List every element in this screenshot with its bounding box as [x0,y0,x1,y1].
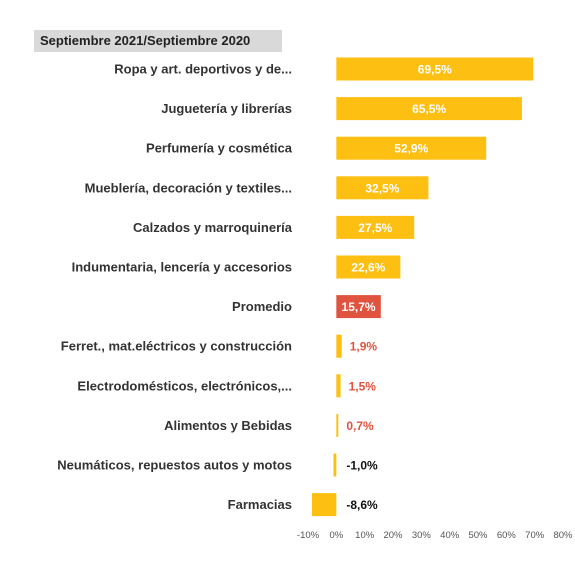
bar [336,374,341,398]
category-label: Mueblería, decoración y textiles... [85,180,292,195]
category-label: Ferret., mat.eléctricos y construcción [61,339,292,354]
data-label: 0,7% [346,419,374,433]
category-label: Juguetería y librerías [161,101,292,116]
x-tick-label: 20% [383,530,403,541]
data-label: 69,5% [418,63,452,77]
data-label: 32,5% [365,181,399,195]
x-tick-label: -10% [297,530,320,541]
data-label: 1,5% [349,379,377,393]
category-label: Farmacias [228,497,292,512]
category-label: Neumáticos, repuestos autos y motos [57,458,292,473]
bar [336,413,339,437]
x-tick-label: 50% [468,530,488,541]
x-tick-label: 70% [525,530,545,541]
bar [336,334,342,358]
category-label: Alimentos y Bebidas [164,418,292,433]
data-label: -8,6% [346,498,378,512]
bar [336,57,534,81]
data-label: 52,9% [394,142,428,156]
x-tick-label: 60% [497,530,517,541]
category-label: Promedio [232,299,292,314]
x-tick-label: 80% [553,530,573,541]
bar [336,176,429,200]
category-label: Calzados y marroquinería [133,220,293,235]
category-label: Electrodomésticos, electrónicos,... [77,378,292,393]
category-label: Perfumería y cosmética [146,141,293,156]
category-label: Ropa y art. deportivos y de... [114,62,292,77]
chart-title: Septiembre 2021/Septiembre 2020 [34,30,282,52]
x-tick-label: 40% [440,530,460,541]
category-label: Indumentaria, lencería y accesorios [72,260,292,275]
bar [336,255,401,279]
bar [333,453,337,477]
data-label: 15,7% [342,300,376,314]
data-label: 65,5% [412,102,446,116]
data-label: 22,6% [351,261,385,275]
bar [336,136,487,160]
x-tick-label: 10% [355,530,375,541]
data-label: 1,9% [350,340,378,354]
data-label: -1,0% [346,459,378,473]
bar [336,97,522,121]
x-tick-label: 30% [412,530,432,541]
bar [311,493,337,517]
bar [336,215,415,239]
data-label: 27,5% [358,221,392,235]
bar-highlight [336,295,381,319]
x-tick-label: 0% [329,530,343,541]
